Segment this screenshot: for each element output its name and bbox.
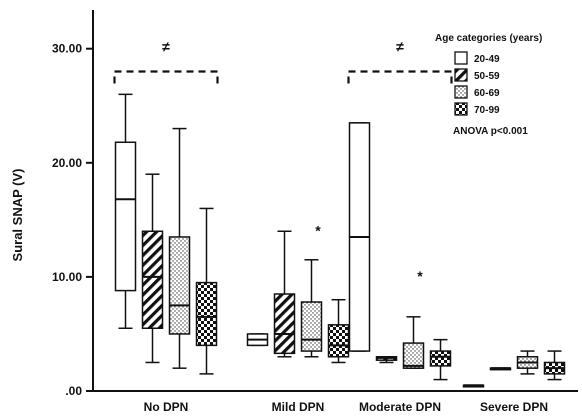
y-tick-label: 10.00	[52, 270, 82, 284]
box-plot-70-99	[327, 298, 350, 364]
box-plot-20-49	[114, 93, 137, 329]
x-category-label: Mild DPN	[272, 400, 325, 414]
box-plot-20-49	[462, 384, 485, 388]
iqr-box	[300, 301, 323, 352]
box-plot-20-49	[246, 333, 269, 347]
outlier-star: *	[315, 223, 321, 239]
legend-label: 60-69	[474, 88, 500, 99]
box-plot-20-49	[348, 122, 371, 352]
box-series-group	[114, 93, 566, 388]
box-plot-60-69	[168, 127, 191, 369]
iqr-box	[327, 324, 350, 358]
box-plot-60-69	[516, 350, 539, 375]
x-axis-labels: No DPN Mild DPN Moderate DPN Severe DPN	[144, 400, 548, 414]
y-tick-label: 30.00	[52, 42, 82, 56]
box-plot-70-99	[429, 338, 452, 381]
box-plot-50-59	[273, 230, 296, 358]
legend-title: Age categories (years)	[435, 33, 542, 44]
legend-label: 20-49	[474, 54, 500, 65]
legend-swatch	[454, 51, 468, 65]
box-plot-50-59	[141, 173, 164, 364]
significance-bracket	[347, 70, 453, 84]
x-category-label: No DPN	[144, 400, 189, 414]
anova-stat-text: ANOVA p<0.001	[453, 126, 528, 137]
iqr-box	[168, 236, 191, 335]
box-plot-60-69	[402, 316, 425, 369]
box-plot-50-59	[489, 367, 512, 371]
iqr-box	[402, 342, 425, 369]
legend-swatch	[454, 68, 468, 82]
box-plot-70-99	[195, 207, 218, 375]
iqr-box	[141, 230, 164, 329]
legend-label: 50-59	[474, 71, 500, 82]
box-plot-50-59	[375, 356, 398, 364]
significance-bracket	[113, 70, 219, 84]
annotations-group: ≠ ≠ * *	[113, 39, 453, 284]
legend-swatch	[454, 102, 468, 116]
y-tick-label: 20.00	[52, 156, 82, 170]
iqr-box	[429, 350, 452, 367]
y-tick-label: .00	[65, 384, 82, 398]
legend: Age categories (years) 20-49 50-59 60-69 70…	[435, 33, 542, 137]
legend-items: 20-49 50-59 60-69 70-99	[454, 51, 500, 116]
iqr-box	[195, 281, 218, 347]
y-axis-ticks: .00 10.00 20.00 30.00	[52, 42, 93, 398]
box-plot-70-99	[543, 350, 566, 381]
legend-swatch	[454, 85, 468, 99]
significance-symbol: ≠	[162, 39, 170, 55]
y-axis-title: Sural SNAP (V)	[10, 169, 25, 262]
legend-label: 70-99	[474, 105, 500, 116]
significance-symbol: ≠	[396, 39, 404, 55]
iqr-box	[273, 293, 296, 355]
iqr-box	[114, 141, 137, 292]
x-category-label: Severe DPN	[480, 400, 548, 414]
x-category-label: Moderate DPN	[359, 400, 441, 414]
box-plot-60-69	[300, 259, 323, 358]
outlier-star: *	[417, 268, 423, 284]
